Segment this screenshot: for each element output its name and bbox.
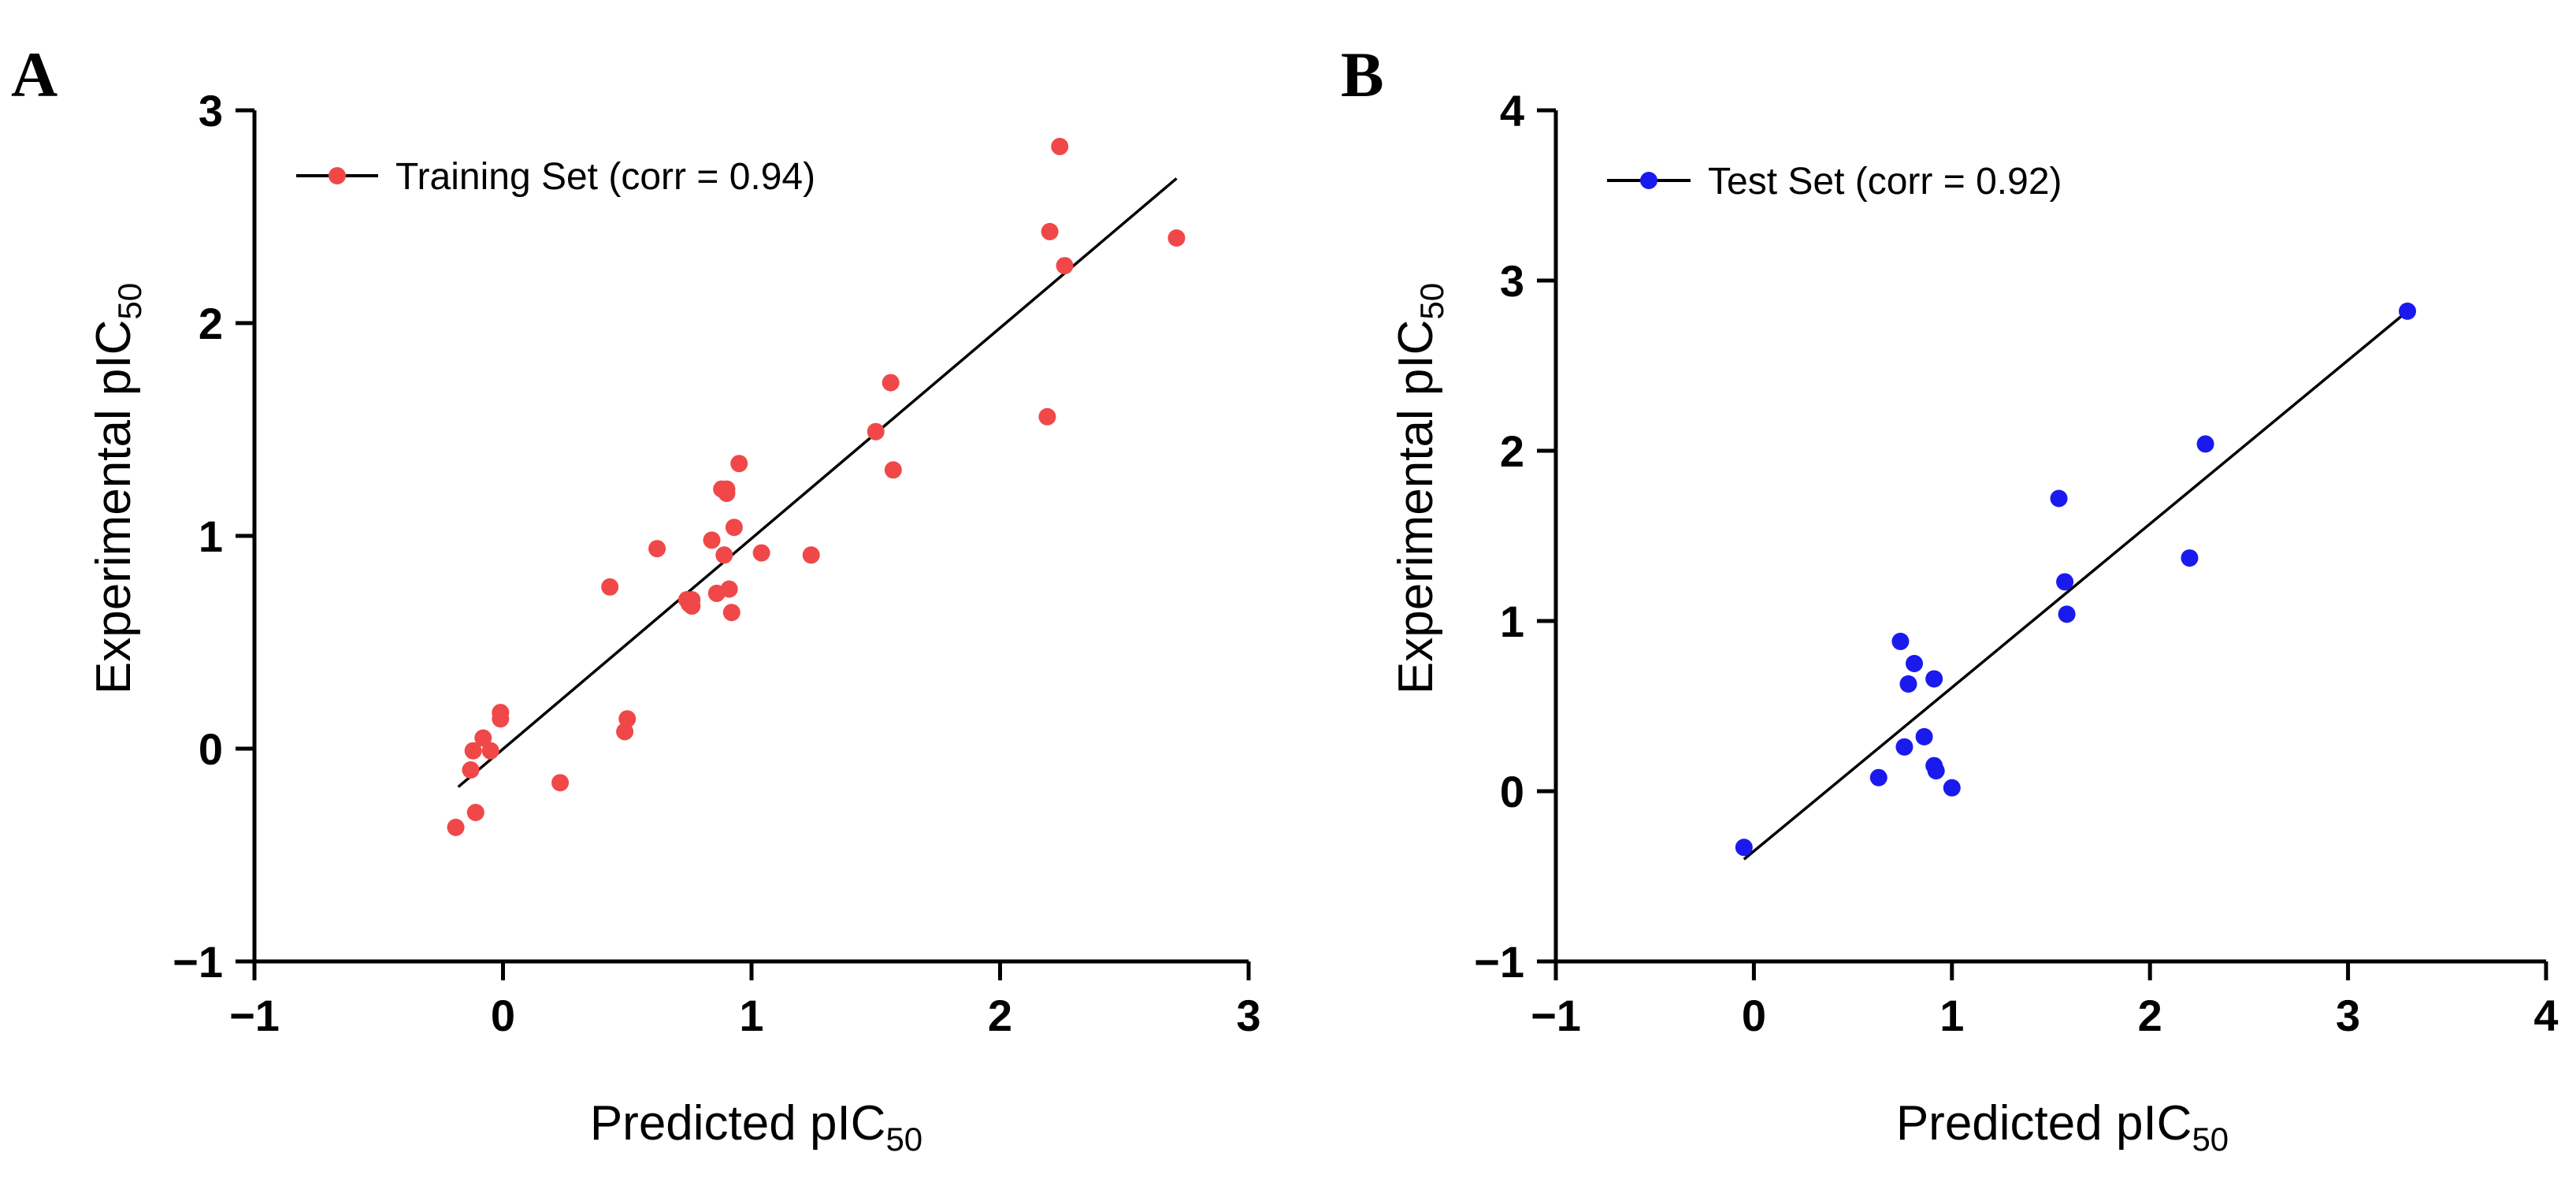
- panel-b-regression-line: [1743, 310, 2409, 861]
- panel-a-legend-marker: [328, 167, 346, 184]
- panel-a-y-tick-label: 2: [199, 299, 223, 348]
- panel-b-data-point: [1915, 727, 1933, 746]
- panel-b-legend-marker: [1640, 172, 1657, 189]
- panel-a-x-tick-label: 1: [739, 991, 763, 1040]
- panel-b-x-tick-label: 0: [1742, 991, 1766, 1040]
- panel-b-y-tick-label: 0: [1500, 767, 1524, 816]
- panel-a-data-point: [715, 546, 733, 564]
- panel-a-data-point: [462, 761, 480, 779]
- panel-a-data-point: [492, 710, 510, 728]
- panel-a-label: A: [11, 39, 58, 110]
- panel-a-data-point: [882, 374, 900, 392]
- panel-a-y-axis-title: Experimental pIC50: [87, 283, 148, 694]
- panel-a-y-tick-label: 1: [199, 511, 223, 561]
- panel-a-y-tick-label: 3: [199, 86, 223, 136]
- panel-a-x-axis-title: Predicted pIC50: [590, 1096, 922, 1158]
- panel-b-data-point: [2056, 573, 2074, 591]
- panel-b-y-tick-label: 1: [1500, 597, 1524, 646]
- panel-a-data-point: [648, 540, 666, 558]
- panel-a-data-point: [752, 544, 770, 562]
- panel-b-y-tick-label: 4: [1500, 86, 1524, 136]
- panel-b-data-point: [2399, 302, 2417, 320]
- panel-b-y-tick-label: −1: [1474, 937, 1524, 987]
- panel-a-data-point: [722, 604, 741, 622]
- panel-a-data-point: [730, 455, 748, 473]
- panel-a-data-point: [802, 546, 820, 564]
- panel-b-x-tick-label: 4: [2533, 991, 2558, 1040]
- panel-a-data-point: [1051, 137, 1069, 155]
- panel-a-data-point: [447, 818, 465, 836]
- panel-a-data-point: [481, 742, 499, 760]
- panel-b-data-point: [1891, 632, 1910, 650]
- panel-b-legend-label: Test Set (corr = 0.92): [1708, 161, 2062, 203]
- panel-a-data-point: [683, 591, 701, 608]
- panel-a-data-point: [601, 578, 619, 596]
- panel-a-y-tick-label: 0: [199, 724, 223, 774]
- panel-a-data-point: [1041, 222, 1059, 240]
- panel-b-data-point: [1925, 670, 1943, 688]
- panel-b-x-tick-label: 2: [2138, 991, 2162, 1040]
- panel-a-data-point: [703, 531, 721, 549]
- panel-b-data-point: [1943, 779, 1961, 797]
- panel-a-data-point: [618, 710, 637, 728]
- panel-a-data-point: [1038, 407, 1056, 426]
- panel-b-y-tick-label: 2: [1500, 426, 1524, 476]
- panel-a-data-point: [884, 461, 902, 479]
- panel-b-data-point: [2058, 605, 2076, 623]
- panel-b-x-tick-label: −1: [1531, 991, 1581, 1040]
- panel-b-scatter-chart: B −1 0 1 2 3 4 −1 0 1 2 3 4 Predicted pIC50 Experim…: [1341, 39, 2559, 1158]
- panel-b-label: B: [1341, 39, 1384, 110]
- panel-a-data-point: [464, 742, 482, 760]
- panel-b-data-point: [1735, 838, 1753, 857]
- panel-a-data-point: [718, 480, 736, 498]
- panel-b-legend: Test Set (corr = 0.92): [1607, 161, 2062, 203]
- panel-a-plot: −1 0 1 2 3 −1 0 1 2 3: [173, 86, 1260, 1040]
- panel-b-data-point: [1895, 738, 1913, 756]
- panel-a-data-point: [466, 804, 484, 821]
- panel-a-x-tick-label: −1: [229, 991, 280, 1040]
- panel-a-data-point: [1167, 229, 1186, 247]
- panel-b-x-axis-title: Predicted pIC50: [1896, 1096, 2229, 1158]
- panel-a-legend: Training Set (corr = 0.94): [296, 156, 815, 198]
- panel-a-scatter-chart: A −1 0 1 2 3 −1 0 1 2 3 Predicted pIC50 Experimen…: [11, 39, 1261, 1158]
- panel-a-legend-label: Training Set (corr = 0.94): [395, 156, 815, 198]
- panel-a-x-tick-label: 2: [988, 991, 1012, 1040]
- panel-b-y-axis-title: Experimental pIC50: [1389, 283, 1450, 694]
- panel-b-data-point: [1899, 675, 1917, 693]
- panel-a-data-point: [474, 729, 492, 747]
- panel-a-data-point: [867, 422, 885, 441]
- panel-a-data-point: [551, 774, 570, 792]
- panel-b-data-point: [1869, 768, 1887, 786]
- panel-a-x-tick-label: 3: [1236, 991, 1260, 1040]
- panel-a-data-point: [1056, 257, 1074, 275]
- panel-b-plot: −1 0 1 2 3 4 −1 0 1 2 3 4: [1474, 86, 2558, 1040]
- panel-a-data-point: [720, 580, 738, 598]
- panel-b-data-point: [2196, 435, 2214, 453]
- panel-b-x-tick-label: 1: [1939, 991, 1964, 1040]
- panel-b-x-tick-label: 3: [2336, 991, 2360, 1040]
- panel-a-regression-line: [457, 177, 1178, 788]
- panel-a-y-tick-label: −1: [173, 937, 223, 987]
- panel-a-data-point: [725, 519, 743, 537]
- panel-b-data-point: [2181, 549, 2199, 567]
- panel-b-data-point: [1906, 655, 1924, 672]
- panel-b-data-point: [2050, 489, 2068, 508]
- panel-b-y-tick-label: 3: [1500, 256, 1524, 306]
- panel-a-x-tick-label: 0: [491, 991, 515, 1040]
- panel-b-data-point: [1927, 762, 1945, 780]
